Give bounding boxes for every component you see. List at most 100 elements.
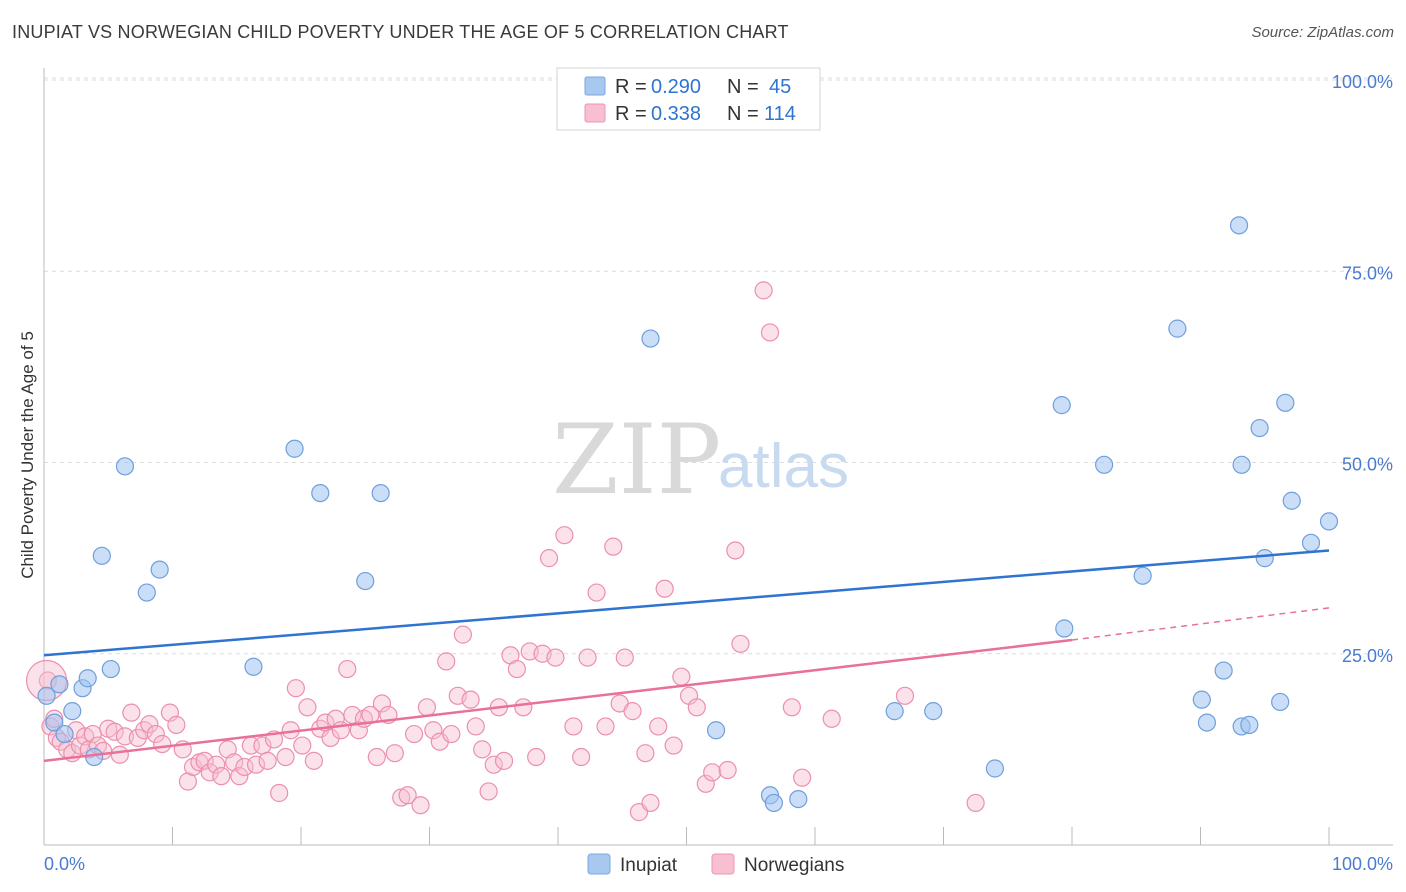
norwegians-point (270, 783, 289, 803)
norwegians-point (546, 648, 565, 667)
x-tick-max: 100.0% (1332, 854, 1393, 874)
norwegians-point (895, 686, 915, 705)
norwegians-point (760, 323, 780, 342)
norwegians-point (276, 747, 295, 767)
inupiat-point (1250, 418, 1269, 438)
norwegians-point (696, 774, 715, 793)
norwegians-points (25, 281, 985, 822)
norwegians-point (664, 736, 683, 755)
norwegians-point (782, 698, 801, 717)
inupiat-point (1255, 549, 1274, 568)
norwegians-point (417, 698, 437, 717)
norwegians-point (461, 690, 480, 709)
norwegians-point (649, 717, 668, 736)
norwegians-point (167, 715, 186, 734)
correlation-legend: R = 0.290 N = 45 R = 0.338 N = 114 (556, 67, 821, 131)
legend-r-label-inupiat: R = (615, 76, 647, 98)
inupiat-point (55, 724, 74, 744)
norwegians-point (140, 715, 159, 734)
norwegians-point (105, 722, 124, 741)
series-legend-swatch-norwegians (711, 853, 735, 875)
norwegians-point (596, 717, 615, 736)
inupiat-point (85, 747, 104, 767)
inupiat-point (1229, 216, 1249, 235)
legend-r-label-norwegians: R = (615, 103, 647, 125)
norwegians-point (225, 753, 244, 772)
norwegians-trend-extension (1071, 607, 1330, 641)
inupiat-point (1271, 692, 1290, 712)
source-credit: Source: ZipAtlas.com (1251, 24, 1394, 41)
inupiat-point (50, 675, 69, 694)
norwegians-point (731, 634, 750, 653)
x-tick-min: 0.0% (44, 854, 85, 874)
legend-swatch-norwegians (584, 103, 606, 123)
inupiat-point (92, 546, 111, 565)
legend-r-value-inupiat: 0.290 (651, 76, 701, 98)
inupiat-point (1319, 512, 1339, 531)
norwegians-point (338, 659, 357, 679)
norwegians-point (555, 526, 574, 545)
norwegians-point (793, 768, 812, 787)
norwegians-point (754, 281, 773, 300)
norwegians-point (479, 782, 498, 801)
y-tick-labels: 25.0% 50.0% 75.0% 100.0% (1332, 72, 1393, 666)
norwegians-point (398, 786, 417, 805)
y-tick-label: 75.0% (1342, 263, 1393, 283)
inupiat-point (1282, 491, 1301, 510)
inupiat-point (985, 759, 1005, 778)
norwegians-point (212, 767, 231, 786)
inupiat-point (706, 721, 726, 740)
norwegians-point (246, 755, 266, 774)
norwegians-point (473, 740, 492, 759)
norwegians-point (514, 698, 533, 717)
norwegians-point (321, 728, 340, 748)
inupiat-point (101, 659, 120, 679)
norwegians-point (411, 796, 430, 815)
norwegians-point (564, 717, 583, 736)
norwegians-point (110, 745, 129, 764)
y-axis-label: Child Poverty Under the Age of 5 (18, 331, 37, 579)
series-legend-swatch-inupiat (587, 853, 611, 875)
norwegians-point (527, 747, 546, 767)
norwegians-point (703, 763, 722, 782)
inupiat-point (45, 713, 64, 732)
norwegians-point (966, 793, 985, 813)
inupiat-point (244, 657, 263, 676)
norwegians-point (655, 579, 674, 598)
norwegians-point (404, 724, 424, 744)
norwegians-point (494, 751, 514, 770)
series-legend-label-inupiat: Inupiat (620, 855, 678, 876)
inupiat-point (1055, 619, 1074, 638)
norwegians-point (293, 736, 312, 755)
y-tick-label: 100.0% (1332, 72, 1393, 92)
norwegians-point (349, 721, 368, 740)
inupiat-point (37, 686, 56, 705)
norwegians-point (466, 717, 485, 736)
legend-n-label-norwegians: N = (727, 103, 759, 125)
inupiat-point (885, 702, 904, 721)
norwegians-point (183, 757, 203, 777)
norwegians-point (572, 747, 591, 767)
norwegians-point (230, 767, 249, 786)
inupiat-point (371, 484, 390, 503)
inupiat-point (115, 457, 135, 476)
inupiat-point (1301, 533, 1321, 552)
inupiat-point (63, 702, 82, 721)
norwegians-point (70, 736, 90, 755)
legend-swatch-inupiat (584, 76, 606, 96)
norwegians-point (604, 537, 623, 556)
inupiat-point (789, 789, 808, 809)
norwegians-trend-line (43, 638, 1073, 763)
norwegians-point (507, 659, 526, 679)
inupiat-point (1232, 455, 1251, 474)
norwegians-point (453, 625, 473, 644)
norwegians-point (146, 724, 165, 744)
norwegians-point (286, 679, 305, 698)
legend-n-label-inupiat: N = (727, 76, 759, 98)
grid-lines (44, 77, 1393, 655)
norwegians-point (235, 757, 254, 777)
inupiat-point (285, 439, 304, 458)
norwegians-point (636, 744, 655, 763)
inupiat-point (1052, 396, 1071, 415)
